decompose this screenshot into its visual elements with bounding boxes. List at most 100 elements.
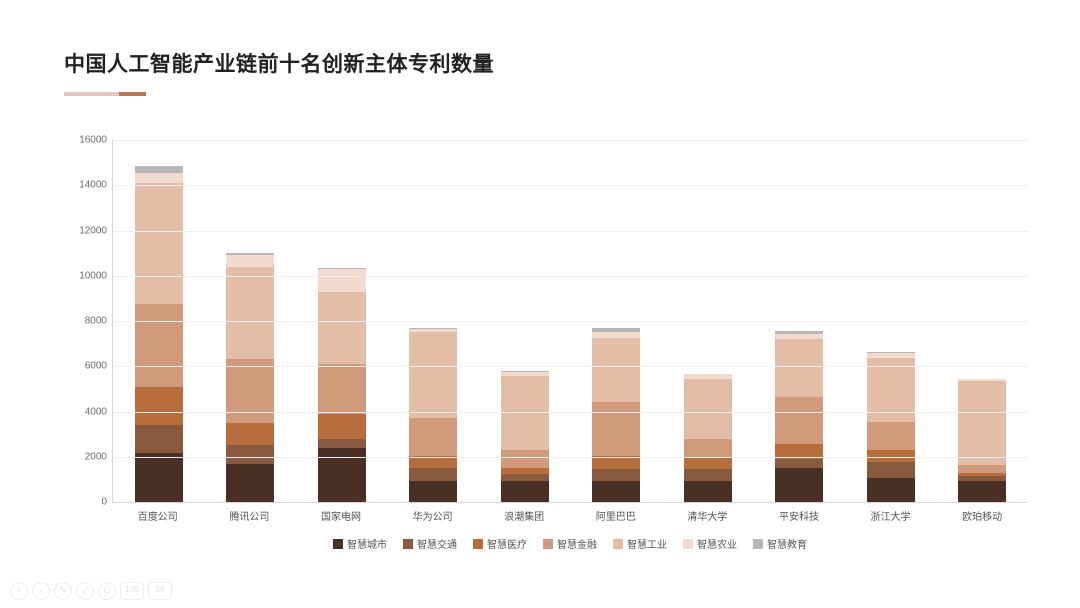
bar-segment — [501, 376, 549, 450]
fullscreen-button[interactable]: ⤢ — [76, 582, 94, 600]
legend-item: 智慧交通 — [403, 536, 457, 551]
legend-swatch — [613, 539, 623, 549]
edit-button[interactable]: ✎ — [54, 582, 72, 600]
bar-segment — [135, 173, 183, 183]
bar-segment — [958, 381, 1006, 465]
bar-segment — [867, 422, 915, 450]
grid-line — [113, 231, 1028, 232]
legend-swatch — [753, 539, 763, 549]
bar-segment — [775, 459, 823, 468]
bar-segment — [409, 481, 457, 502]
legend-label: 智慧教育 — [767, 536, 807, 551]
x-tick-label: 平安科技 — [753, 508, 845, 523]
bar-segment — [226, 255, 274, 266]
legend-label: 智慧农业 — [697, 536, 737, 551]
x-axis-labels: 百度公司腾讯公司国家电网华为公司浪潮集团阿里巴巴清华大学平安科技浙江大学欧珀移动 — [112, 508, 1028, 523]
x-tick-label: 浙江大学 — [845, 508, 937, 523]
bar-segment — [318, 364, 366, 414]
x-tick-label: 腾讯公司 — [204, 508, 296, 523]
bar-segment — [684, 469, 732, 480]
x-tick-label: 阿里巴巴 — [570, 508, 662, 523]
y-tick-label: 0 — [101, 497, 107, 508]
x-tick-label: 国家电网 — [295, 508, 387, 523]
grid-line — [113, 366, 1028, 367]
legend-swatch — [403, 539, 413, 549]
bar-segment — [135, 304, 183, 387]
legend-swatch — [473, 539, 483, 549]
legend-swatch — [543, 539, 553, 549]
page-indicator[interactable]: 58 — [148, 582, 172, 600]
legend-label: 智慧医疗 — [487, 536, 527, 551]
more-button[interactable]: ··· — [176, 582, 192, 598]
focus-button[interactable]: ⊙ — [98, 582, 116, 600]
bar-segment — [958, 465, 1006, 473]
bar-segment — [226, 464, 274, 502]
bar-segment — [409, 332, 457, 418]
legend-label: 智慧城市 — [347, 536, 387, 551]
y-tick-label: 8000 — [85, 316, 107, 327]
chart-title: 中国人工智能产业链前十名创新主体专利数量 — [64, 48, 1016, 78]
legend-label: 智慧交通 — [417, 536, 457, 551]
grid-line — [113, 185, 1028, 186]
bar-segment — [409, 468, 457, 480]
bar-segment — [226, 267, 274, 360]
legend-swatch — [683, 539, 693, 549]
bar-segment — [958, 481, 1006, 502]
bar-segment — [226, 359, 274, 422]
y-tick-label: 6000 — [85, 361, 107, 372]
y-tick-label: 14000 — [79, 180, 107, 191]
bar-segment — [135, 453, 183, 502]
bar-segment — [592, 402, 640, 455]
grid-line — [113, 412, 1028, 413]
prev-button[interactable]: ‹ — [10, 582, 28, 600]
bar-segment — [501, 474, 549, 481]
bar-segment — [867, 462, 915, 478]
legend-item: 智慧城市 — [333, 536, 387, 551]
bar-segment — [775, 339, 823, 397]
legend: 智慧城市 智慧交通 智慧医疗 智慧金融 智慧工业 智慧农业 智慧教育 — [112, 536, 1028, 551]
chart: 0200040006000800010000120001400016000 百度… — [64, 140, 1028, 553]
bar-segment — [318, 269, 366, 292]
bar-segment — [226, 445, 274, 463]
x-tick-label: 百度公司 — [112, 508, 204, 523]
grid-line — [113, 321, 1028, 322]
bar-segment — [592, 481, 640, 502]
legend-label: 智慧金融 — [557, 536, 597, 551]
y-tick-label: 16000 — [79, 135, 107, 146]
bar-segment — [501, 481, 549, 502]
bar-segment — [318, 414, 366, 439]
zoom-100-button[interactable]: 100 — [120, 582, 144, 600]
x-tick-label: 华为公司 — [387, 508, 479, 523]
bar-segment — [501, 450, 549, 468]
legend-swatch — [333, 539, 343, 549]
bar-segment — [775, 397, 823, 445]
grid-line — [113, 276, 1028, 277]
legend-item: 智慧工业 — [613, 536, 667, 551]
y-tick-label: 10000 — [79, 270, 107, 281]
y-tick-label: 2000 — [85, 451, 107, 462]
legend-item: 智慧农业 — [683, 536, 737, 551]
legend-item: 智慧金融 — [543, 536, 597, 551]
y-tick-label: 4000 — [85, 406, 107, 417]
bar-segment — [135, 387, 183, 425]
x-tick-label: 欧珀移动 — [936, 508, 1028, 523]
bar-segment — [135, 183, 183, 304]
x-tick-label: 浪潮集团 — [478, 508, 570, 523]
bar-segment — [592, 338, 640, 402]
bar-segment — [684, 439, 732, 458]
bar-segment — [775, 468, 823, 502]
title-underline — [64, 92, 146, 96]
next-button[interactable]: › — [32, 582, 50, 600]
y-tick-label: 12000 — [79, 225, 107, 236]
legend-item: 智慧医疗 — [473, 536, 527, 551]
bar-segment — [318, 292, 366, 364]
grid-line — [113, 140, 1028, 141]
bar-segment — [226, 423, 274, 446]
bar-segment — [867, 478, 915, 502]
bar-segment — [318, 439, 366, 448]
bar-segment — [592, 469, 640, 480]
bar-segment — [409, 418, 457, 455]
bar-segment — [684, 458, 732, 469]
legend-item: 智慧教育 — [753, 536, 807, 551]
bar-segment — [684, 481, 732, 502]
